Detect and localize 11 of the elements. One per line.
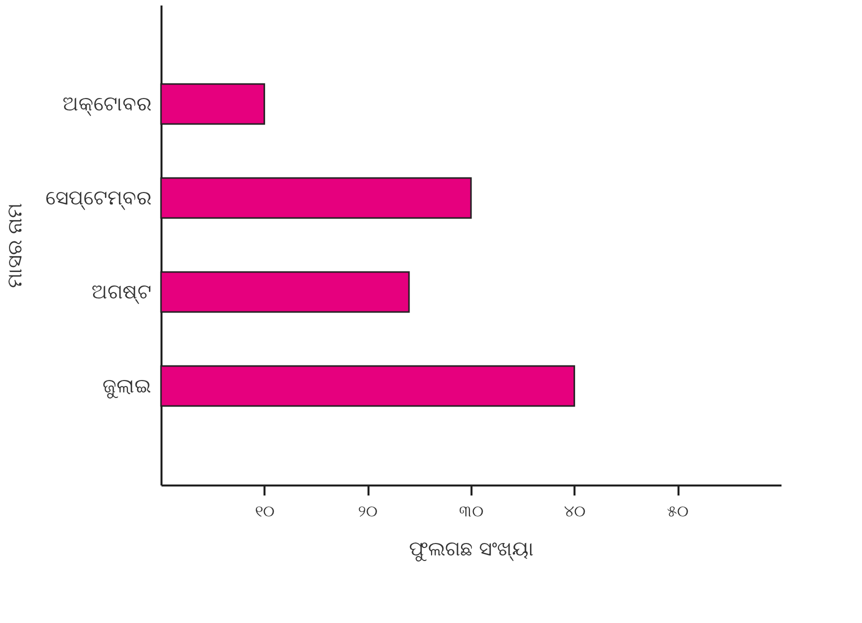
y-axis-title: ମାସର ନାମ xyxy=(2,202,26,288)
x-axis-title: ଫୁଲଗଛ ସଂଖ୍ୟା xyxy=(408,536,534,562)
y-tick-label: ସେପ୍ଟେମ୍ବର xyxy=(46,186,152,210)
y-tick-label: ଅଗଷ୍ଟ xyxy=(92,280,152,304)
y-tick-label: ଅକ୍ଟୋବର xyxy=(62,92,152,116)
x-tick-label: ୫୦ xyxy=(667,502,690,520)
x-tick-label: ୩୦ xyxy=(459,502,484,520)
y-tick-label: ଜୁଲାଇ xyxy=(102,374,152,398)
x-tick-label: ୪୦ xyxy=(564,502,586,520)
x-tick-label: ୧୦ xyxy=(254,502,275,520)
x-tick-label: ୨୦ xyxy=(358,502,378,520)
